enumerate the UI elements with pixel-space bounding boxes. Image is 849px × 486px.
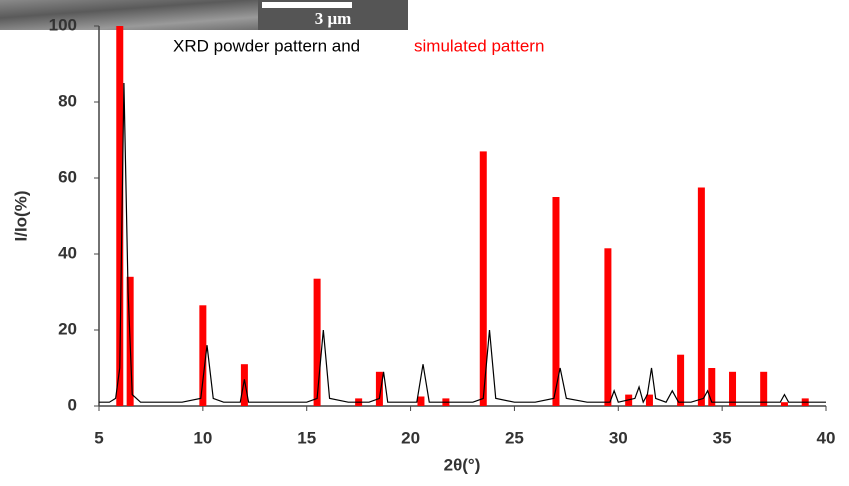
x-tick-label: 30 [609,428,628,447]
scale-bar [262,2,352,8]
x-tick-label: 5 [94,428,103,447]
x-tick-label: 40 [817,428,836,447]
chart-title: XRD powder pattern and [173,36,360,55]
bar [760,371,768,406]
bar [780,402,788,406]
bar [604,248,612,406]
y-tick-label: 80 [58,91,77,110]
y-tick-label: 20 [58,319,77,338]
bar [697,187,705,406]
y-tick-label: 40 [58,243,77,262]
bar [552,197,560,406]
x-tick-label: 15 [297,428,316,447]
x-axis-label: 2θ(°) [444,455,481,474]
scale-label: 3 μm [315,9,352,28]
bar [729,371,737,406]
bar [645,394,653,406]
x-tick-label: 20 [401,428,420,447]
bar [199,305,207,406]
bar [240,364,248,406]
x-tick-label: 25 [505,428,524,447]
bar [708,368,716,406]
y-tick-label: 60 [58,167,77,186]
bar [417,396,425,406]
y-tick-label: 0 [68,395,77,414]
bar [677,354,685,406]
y-tick-label: 100 [49,15,77,34]
x-tick-label: 35 [713,428,732,447]
bar [313,278,321,406]
pattern-line [99,82,826,404]
x-tick-label: 10 [193,428,212,447]
bar [375,371,383,406]
bar [116,26,124,406]
y-axis-label: I/Io(%) [11,191,30,242]
chart-title-highlight: simulated pattern [414,36,544,55]
bar [479,151,487,406]
